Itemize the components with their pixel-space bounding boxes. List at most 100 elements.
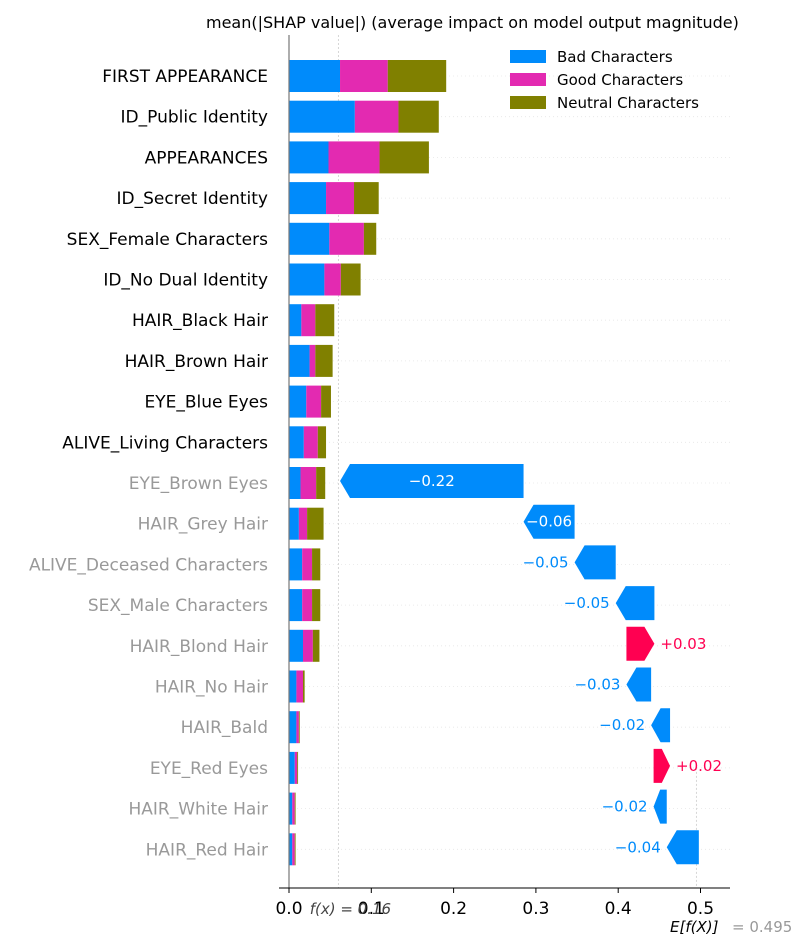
bar-good-characters [292, 833, 295, 866]
contribution-value-label: +0.02 [676, 757, 722, 775]
bar-good-characters [303, 426, 318, 459]
feature-label: HAIR_Brown Hair [125, 352, 268, 372]
bar-bad-characters [289, 385, 307, 418]
bar-bad-characters [289, 304, 302, 337]
bar-neutral-characters [312, 548, 321, 581]
bar-bad-characters [289, 263, 325, 296]
bar-bad-characters [289, 344, 310, 377]
feature-label: EYE_Blue Eyes [144, 393, 268, 413]
bar-good-characters [296, 711, 299, 744]
legend: Bad Characters Good Characters Neutral Cha… [510, 48, 699, 112]
negative-contribution-arrow [340, 464, 524, 498]
bar-neutral-characters [315, 344, 333, 377]
chart-title: mean(|SHAP value|) (average impact on mo… [206, 13, 739, 32]
bar-bad-characters [289, 833, 293, 866]
bar-bad-characters [289, 548, 303, 581]
feature-label: HAIR_Bald [181, 718, 268, 738]
negative-contribution-arrow [615, 586, 655, 621]
contribution-value-label: −0.02 [602, 798, 648, 816]
bar-neutral-characters [298, 711, 300, 744]
negative-contribution-arrow [523, 504, 575, 539]
contribution-value-label: −0.02 [599, 716, 645, 734]
feature-label: ALIVE_Living Characters [62, 433, 268, 453]
bar-neutral-characters [312, 629, 320, 662]
bar-good-characters [302, 548, 313, 581]
bar-bad-characters [289, 751, 295, 784]
bar-neutral-characters [312, 589, 321, 622]
bar-bad-characters [289, 182, 327, 215]
bar-good-characters [296, 670, 303, 703]
bar-bad-characters [289, 467, 301, 499]
bar-neutral-characters [297, 751, 299, 784]
feature-label: HAIR_No Hair [155, 678, 268, 698]
feature-label: FIRST APPEARANCE [102, 67, 268, 87]
feature-label: EYE_Brown Eyes [129, 474, 268, 494]
contribution-value-label: +0.03 [660, 635, 706, 653]
bar-bad-characters [289, 670, 297, 703]
bar-good-characters [306, 385, 322, 418]
feature-label: ID_Public Identity [121, 108, 268, 128]
contribution-value-label: −0.22 [409, 472, 455, 490]
bar-bad-characters [289, 100, 355, 133]
bar-neutral-characters [315, 304, 335, 337]
bar-bad-characters [289, 222, 330, 255]
positive-contribution-arrow [653, 748, 671, 783]
contribution-value-label: −0.05 [564, 594, 610, 612]
feature-label: ID_No Dual Identity [103, 271, 268, 291]
x-tick-label: 0.2 [440, 899, 467, 919]
bar-good-characters [324, 263, 341, 296]
bar-good-characters [301, 304, 316, 337]
bar-neutral-characters [321, 385, 331, 418]
bar-neutral-characters [317, 426, 327, 459]
bar-good-characters [292, 792, 295, 825]
bar-bad-characters [289, 792, 293, 825]
bar-bad-characters [289, 629, 303, 662]
bar-bad-characters [289, 507, 299, 540]
bar-neutral-characters [340, 263, 361, 296]
bar-bad-characters [289, 426, 304, 459]
legend-swatch [510, 96, 546, 109]
bar-neutral-characters [398, 100, 439, 133]
negative-contribution-arrow [666, 830, 699, 865]
bar-good-characters [309, 344, 316, 377]
x-axis: 0.0 0.1 0.2 0.3 0.4 0.5 f(x) = 0.16 E[f(X)] = 0.… [275, 35, 792, 936]
bar-neutral-characters [294, 792, 296, 825]
feature-label: HAIR_Grey Hair [138, 515, 268, 535]
bar-neutral-characters [294, 833, 296, 866]
bar-neutral-characters [354, 182, 379, 215]
feature-label-layer: FIRST APPEARANCE ID_Public Identity APPEAR… [29, 67, 268, 860]
bar-good-characters [302, 589, 313, 622]
negative-contribution-arrow [574, 545, 616, 580]
bar-neutral-characters [363, 222, 377, 255]
legend-label: Good Characters [557, 71, 683, 89]
negative-contribution-arrow [651, 708, 671, 743]
feature-label: APPEARANCES [145, 148, 268, 168]
bar-good-characters [298, 507, 308, 540]
feature-label: EYE_Red Eyes [150, 759, 268, 779]
x-tick-label: 0.0 [275, 899, 302, 919]
base-value-label: E[f(X)] [670, 918, 719, 936]
x-tick-label: 0.4 [605, 899, 632, 919]
feature-label: HAIR_White Hair [129, 800, 269, 820]
bar-good-characters [340, 60, 388, 92]
contribution-value-label: −0.04 [615, 838, 661, 856]
gridline-layer [289, 35, 730, 888]
bar-good-characters [300, 467, 317, 499]
bar-good-characters [328, 141, 380, 174]
waterfall-layer: −0.22 −0.06 −0.05 −0.05 +0.03 −0.03 −0.02 +0.02… [340, 464, 722, 865]
x-tick-label: 0.3 [522, 899, 549, 919]
negative-contribution-arrow [626, 667, 652, 702]
feature-label: HAIR_Blond Hair [130, 637, 268, 657]
bar-good-characters [302, 629, 313, 662]
contribution-value-label: −0.03 [574, 676, 620, 694]
positive-contribution-arrow [626, 626, 655, 661]
bar-bad-characters [289, 711, 297, 744]
legend-label: Neutral Characters [557, 94, 699, 112]
bar-bad-characters [289, 589, 303, 622]
feature-label: ALIVE_Deceased Characters [29, 555, 268, 575]
x-tick-label: 0.5 [687, 899, 714, 919]
feature-label: SEX_Female Characters [67, 230, 268, 250]
feature-label: HAIR_Red Hair [146, 840, 268, 860]
bar-neutral-characters [307, 507, 324, 540]
